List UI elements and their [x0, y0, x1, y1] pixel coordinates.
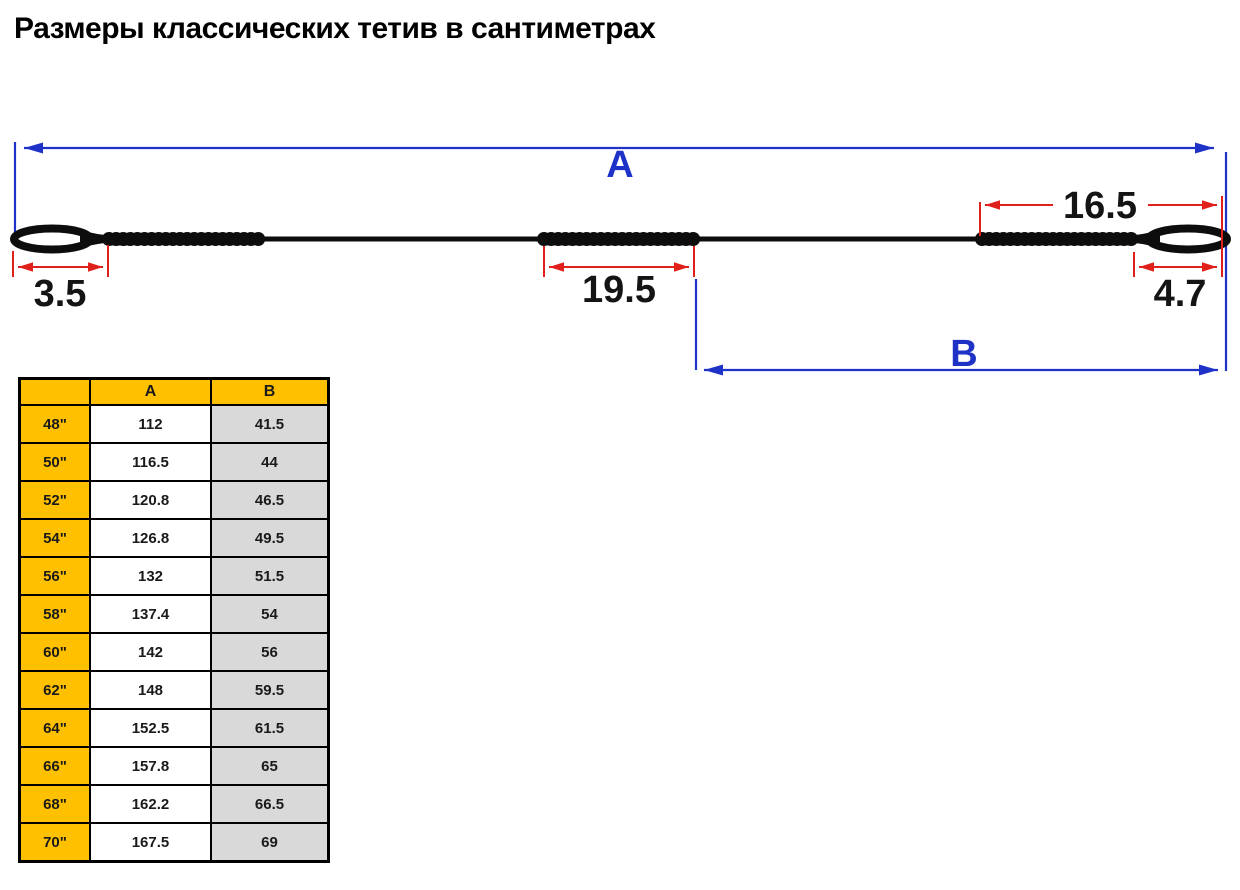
table-row: 68" 162.2 66.5 — [18, 784, 330, 824]
table-row: 54" 126.8 49.5 — [18, 518, 330, 558]
row-b-cell: 56 — [210, 632, 330, 672]
row-a-cell: 120.8 — [89, 480, 212, 520]
table-row: 50" 116.5 44 — [18, 442, 330, 482]
dimension-left-loop: 3.5 — [12, 245, 109, 315]
row-size-cell: 64" — [18, 708, 91, 748]
dimension-center-serving: 19.5 — [543, 246, 695, 311]
row-size-cell: 68" — [18, 784, 91, 824]
table-row: 56" 132 51.5 — [18, 556, 330, 596]
row-a-cell: 142 — [89, 632, 212, 672]
bowstring-right-loop-taper — [1128, 230, 1160, 248]
row-b-cell: 46.5 — [210, 480, 330, 520]
row-b-cell: 51.5 — [210, 556, 330, 596]
row-a-cell: 162.2 — [89, 784, 212, 824]
table-row: 64" 152.5 61.5 — [18, 708, 330, 748]
row-a-cell: 152.5 — [89, 708, 212, 748]
table-row: 70" 167.5 69 — [18, 822, 330, 863]
row-b-cell: 54 — [210, 594, 330, 634]
bowstring-left-loop — [10, 224, 94, 254]
row-a-cell: 132 — [89, 556, 212, 596]
row-b-cell: 65 — [210, 746, 330, 786]
row-size-cell: 50" — [18, 442, 91, 482]
row-b-cell: 59.5 — [210, 670, 330, 710]
bowstring-left-loop-taper — [80, 230, 112, 248]
row-a-cell: 148 — [89, 670, 212, 710]
dim-a-label: A — [606, 144, 633, 186]
row-a-cell: 126.8 — [89, 518, 212, 558]
table-row: 66" 157.8 65 — [18, 746, 330, 786]
row-a-cell: 157.8 — [89, 746, 212, 786]
header-size-column — [18, 377, 91, 406]
size-table-container: A B 48" 112 41.5 50" 116.5 44 52" 120.8 46.5 54" 1… — [18, 377, 330, 863]
table-row: 60" 142 56 — [18, 632, 330, 672]
row-size-cell: 60" — [18, 632, 91, 672]
row-b-cell: 61.5 — [210, 708, 330, 748]
dim-right-serving-label: 16.5 — [1063, 185, 1137, 227]
string-size-table-body: 48" 112 41.5 50" 116.5 44 52" 120.8 46.5 54" 126.8… — [18, 404, 330, 863]
dim-center-serving-label: 19.5 — [582, 269, 656, 311]
row-b-cell: 69 — [210, 822, 330, 863]
header-column-b: B — [210, 377, 330, 406]
row-a-cell: 112 — [89, 404, 212, 444]
row-a-cell: 167.5 — [89, 822, 212, 863]
row-size-cell: 54" — [18, 518, 91, 558]
table-row: 58" 137.4 54 — [18, 594, 330, 634]
dimension-right-serving: 16.5 — [979, 185, 1223, 277]
row-b-cell: 44 — [210, 442, 330, 482]
row-b-cell: 66.5 — [210, 784, 330, 824]
row-size-cell: 52" — [18, 480, 91, 520]
dimension-b: B — [694, 279, 1218, 376]
row-size-cell: 66" — [18, 746, 91, 786]
table-row: 48" 112 41.5 — [18, 404, 330, 444]
row-size-cell: 58" — [18, 594, 91, 634]
string-size-table: A B 48" 112 41.5 50" 116.5 44 52" 120.8 46.5 54" 1… — [18, 377, 330, 863]
dim-left-loop-label: 3.5 — [34, 273, 87, 315]
dimension-a: A — [13, 142, 1228, 371]
row-a-cell: 137.4 — [89, 594, 212, 634]
dim-right-loop-label: 4.7 — [1154, 273, 1207, 315]
row-b-cell: 41.5 — [210, 404, 330, 444]
bowstring — [10, 224, 1231, 254]
row-size-cell: 56" — [18, 556, 91, 596]
row-size-cell: 70" — [18, 822, 91, 863]
table-header-row: A B — [18, 377, 330, 406]
dim-b-label: B — [950, 333, 977, 375]
table-row: 52" 120.8 46.5 — [18, 480, 330, 520]
dimension-right-loop: 4.7 — [1133, 252, 1217, 315]
row-b-cell: 49.5 — [210, 518, 330, 558]
header-column-a: A — [89, 377, 212, 406]
row-a-cell: 116.5 — [89, 442, 212, 482]
row-size-cell: 62" — [18, 670, 91, 710]
row-size-cell: 48" — [18, 404, 91, 444]
page-title: Размеры классических тетив в сантиметрах — [14, 12, 656, 45]
bowstring-right-loop — [1145, 224, 1231, 254]
table-row: 62" 148 59.5 — [18, 670, 330, 710]
